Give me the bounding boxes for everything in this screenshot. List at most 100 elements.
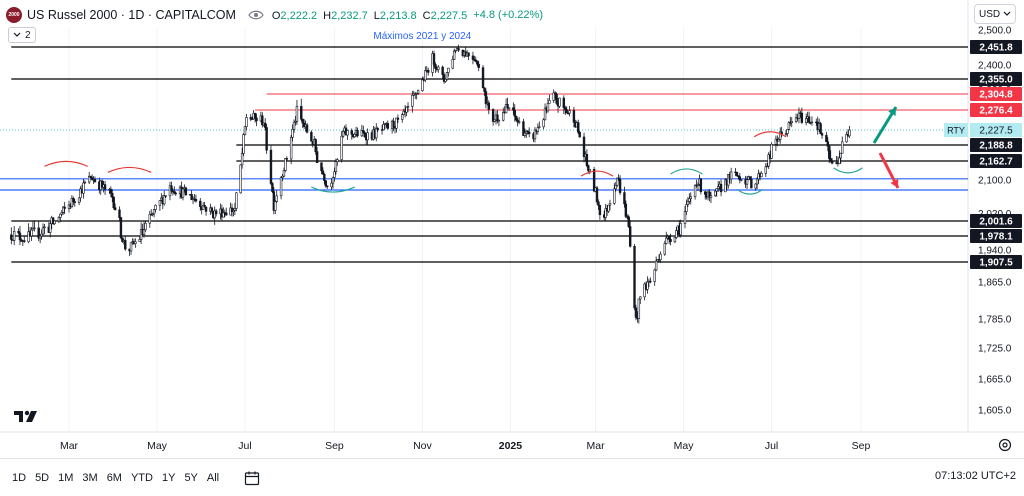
currency-value: USD bbox=[979, 8, 1001, 20]
candle-body bbox=[829, 158, 832, 162]
candle-body bbox=[491, 109, 495, 122]
current-price-badge bbox=[970, 123, 1022, 137]
timeframe-all-button[interactable]: All bbox=[206, 471, 220, 484]
candle-body bbox=[158, 200, 162, 206]
candle-body bbox=[40, 233, 43, 237]
price-level-badge bbox=[970, 72, 1022, 86]
candle-body bbox=[333, 171, 336, 178]
timeframe-3m-button[interactable]: 3M bbox=[82, 471, 98, 484]
candle-body bbox=[346, 130, 349, 136]
candle-body bbox=[727, 174, 730, 186]
candle-body bbox=[261, 115, 264, 126]
candle-body bbox=[548, 100, 551, 104]
indicators-toggle[interactable]: 2 bbox=[8, 27, 36, 43]
candle-body bbox=[558, 97, 561, 107]
candle-body bbox=[608, 203, 612, 206]
candle-body bbox=[513, 110, 516, 117]
price-change: +4.8 (+0.22%) bbox=[473, 9, 543, 21]
price-chart[interactable]: Máximos 2021 y 20242,500.02,400.02,320.0… bbox=[0, 0, 1024, 458]
candle-body bbox=[770, 144, 773, 159]
eye-icon[interactable] bbox=[248, 9, 264, 21]
candle-body bbox=[392, 120, 395, 128]
candle-body bbox=[830, 161, 834, 164]
candle-body bbox=[59, 213, 62, 218]
candle-body bbox=[73, 201, 76, 203]
price-level-badge bbox=[970, 229, 1022, 243]
calendar-icon[interactable] bbox=[244, 469, 262, 487]
candle-body bbox=[366, 132, 369, 141]
candle-body bbox=[512, 107, 515, 111]
candle-body bbox=[173, 191, 176, 194]
candle-body bbox=[233, 208, 237, 211]
candle-body bbox=[324, 180, 327, 187]
timeframe-1y-button[interactable]: 1Y bbox=[161, 471, 176, 484]
candle-body bbox=[83, 181, 87, 184]
tradingview-logo-icon bbox=[14, 410, 37, 422]
candle-body bbox=[643, 283, 646, 298]
candle-body bbox=[203, 205, 206, 208]
candle-body bbox=[300, 106, 303, 120]
candle-body bbox=[719, 183, 723, 193]
candle-body bbox=[292, 121, 296, 130]
y-tick-label: 1,785.0 bbox=[978, 315, 1012, 326]
candle-body bbox=[566, 112, 570, 115]
timeframe-5y-button[interactable]: 5Y bbox=[184, 471, 198, 484]
candle-body bbox=[693, 184, 697, 197]
candle-body bbox=[93, 179, 97, 183]
candle-body bbox=[639, 296, 642, 300]
candle-body bbox=[326, 185, 329, 188]
candle-body bbox=[794, 117, 798, 122]
candle-body bbox=[724, 179, 727, 193]
timeframe-6m-button[interactable]: 6M bbox=[106, 471, 122, 484]
candle-body bbox=[401, 114, 404, 120]
ohlc-item: L2,213.8 bbox=[373, 10, 417, 22]
currency-select[interactable]: USD bbox=[974, 4, 1016, 24]
candle-body bbox=[100, 180, 104, 188]
candle-body bbox=[272, 191, 276, 211]
candle-body bbox=[284, 158, 287, 171]
candle-body bbox=[242, 134, 245, 154]
candle-body bbox=[201, 205, 205, 210]
price-level-label: 2,276.4 bbox=[979, 106, 1013, 117]
candle-body bbox=[451, 59, 454, 69]
timeframe-1d-button[interactable]: 1D bbox=[12, 471, 27, 484]
candle-body bbox=[77, 197, 81, 203]
candle-body bbox=[848, 129, 851, 137]
candle-body bbox=[663, 243, 667, 255]
x-tick-label: Sep bbox=[852, 440, 871, 452]
candle-body bbox=[181, 188, 185, 198]
timeframe-1m-button[interactable]: 1M bbox=[58, 471, 74, 484]
clock[interactable]: 07:13:02 UTC+2 bbox=[934, 470, 1016, 482]
x-tick-label: Jul bbox=[765, 440, 778, 452]
candle-body bbox=[766, 165, 769, 168]
candle-body bbox=[515, 115, 518, 121]
candle-body bbox=[41, 227, 45, 235]
candle-body bbox=[483, 87, 486, 92]
x-tick-label: 2025 bbox=[499, 440, 523, 452]
timeframe-5d-button[interactable]: 5D bbox=[35, 471, 50, 484]
candle-body bbox=[291, 129, 294, 138]
candle-body bbox=[709, 195, 713, 198]
candle-body bbox=[748, 176, 752, 180]
settings-gear-icon[interactable] bbox=[998, 438, 1012, 452]
candle-body bbox=[411, 94, 414, 107]
candle-body bbox=[457, 48, 460, 51]
candle-body bbox=[745, 179, 749, 185]
symbol-legend: 2000 US Russel 2000 · 1D · CAPITALCOM O2… bbox=[6, 5, 543, 25]
candle-body bbox=[623, 192, 626, 205]
candle-body bbox=[151, 213, 154, 215]
candle-body bbox=[737, 175, 740, 178]
symbol-title[interactable]: US Russel 2000 · 1D · CAPITALCOM bbox=[27, 8, 236, 22]
candle-body bbox=[415, 92, 418, 95]
candle-body bbox=[804, 118, 808, 123]
timeframe-ytd-button[interactable]: YTD bbox=[130, 471, 153, 484]
candle-body bbox=[294, 120, 297, 123]
price-level-badge bbox=[970, 154, 1022, 168]
candle-body bbox=[255, 117, 258, 122]
x-tick-label: Jul bbox=[238, 440, 251, 452]
candle-body bbox=[454, 49, 457, 52]
candle-body bbox=[210, 207, 214, 212]
candle-body bbox=[779, 131, 782, 140]
candle-body bbox=[282, 170, 286, 177]
candle-body bbox=[271, 183, 274, 192]
